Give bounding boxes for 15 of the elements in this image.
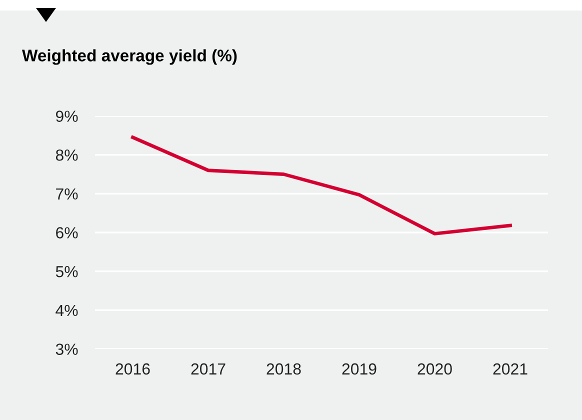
x-tick-label: 2020 (418, 363, 452, 375)
y-tick-label: 6% (56, 227, 78, 238)
x-tick-label: 2021 (493, 363, 528, 375)
y-tick-label: 9% (56, 110, 78, 122)
x-tick-label: 2018 (266, 363, 301, 375)
line-series (131, 136, 512, 236)
x-tick-label: 2016 (116, 363, 150, 375)
y-tick-label: 3% (56, 344, 78, 355)
y-tick-label: 4% (56, 304, 78, 316)
y-tick-label: 8% (56, 149, 78, 161)
x-tick-label: 2019 (342, 363, 376, 375)
y-tick-label: 7% (56, 188, 78, 200)
x-tick-label: 2017 (191, 363, 226, 375)
chart-title: Weighted average yield (%) (22, 49, 237, 65)
y-tick-label: 5% (56, 266, 78, 278)
